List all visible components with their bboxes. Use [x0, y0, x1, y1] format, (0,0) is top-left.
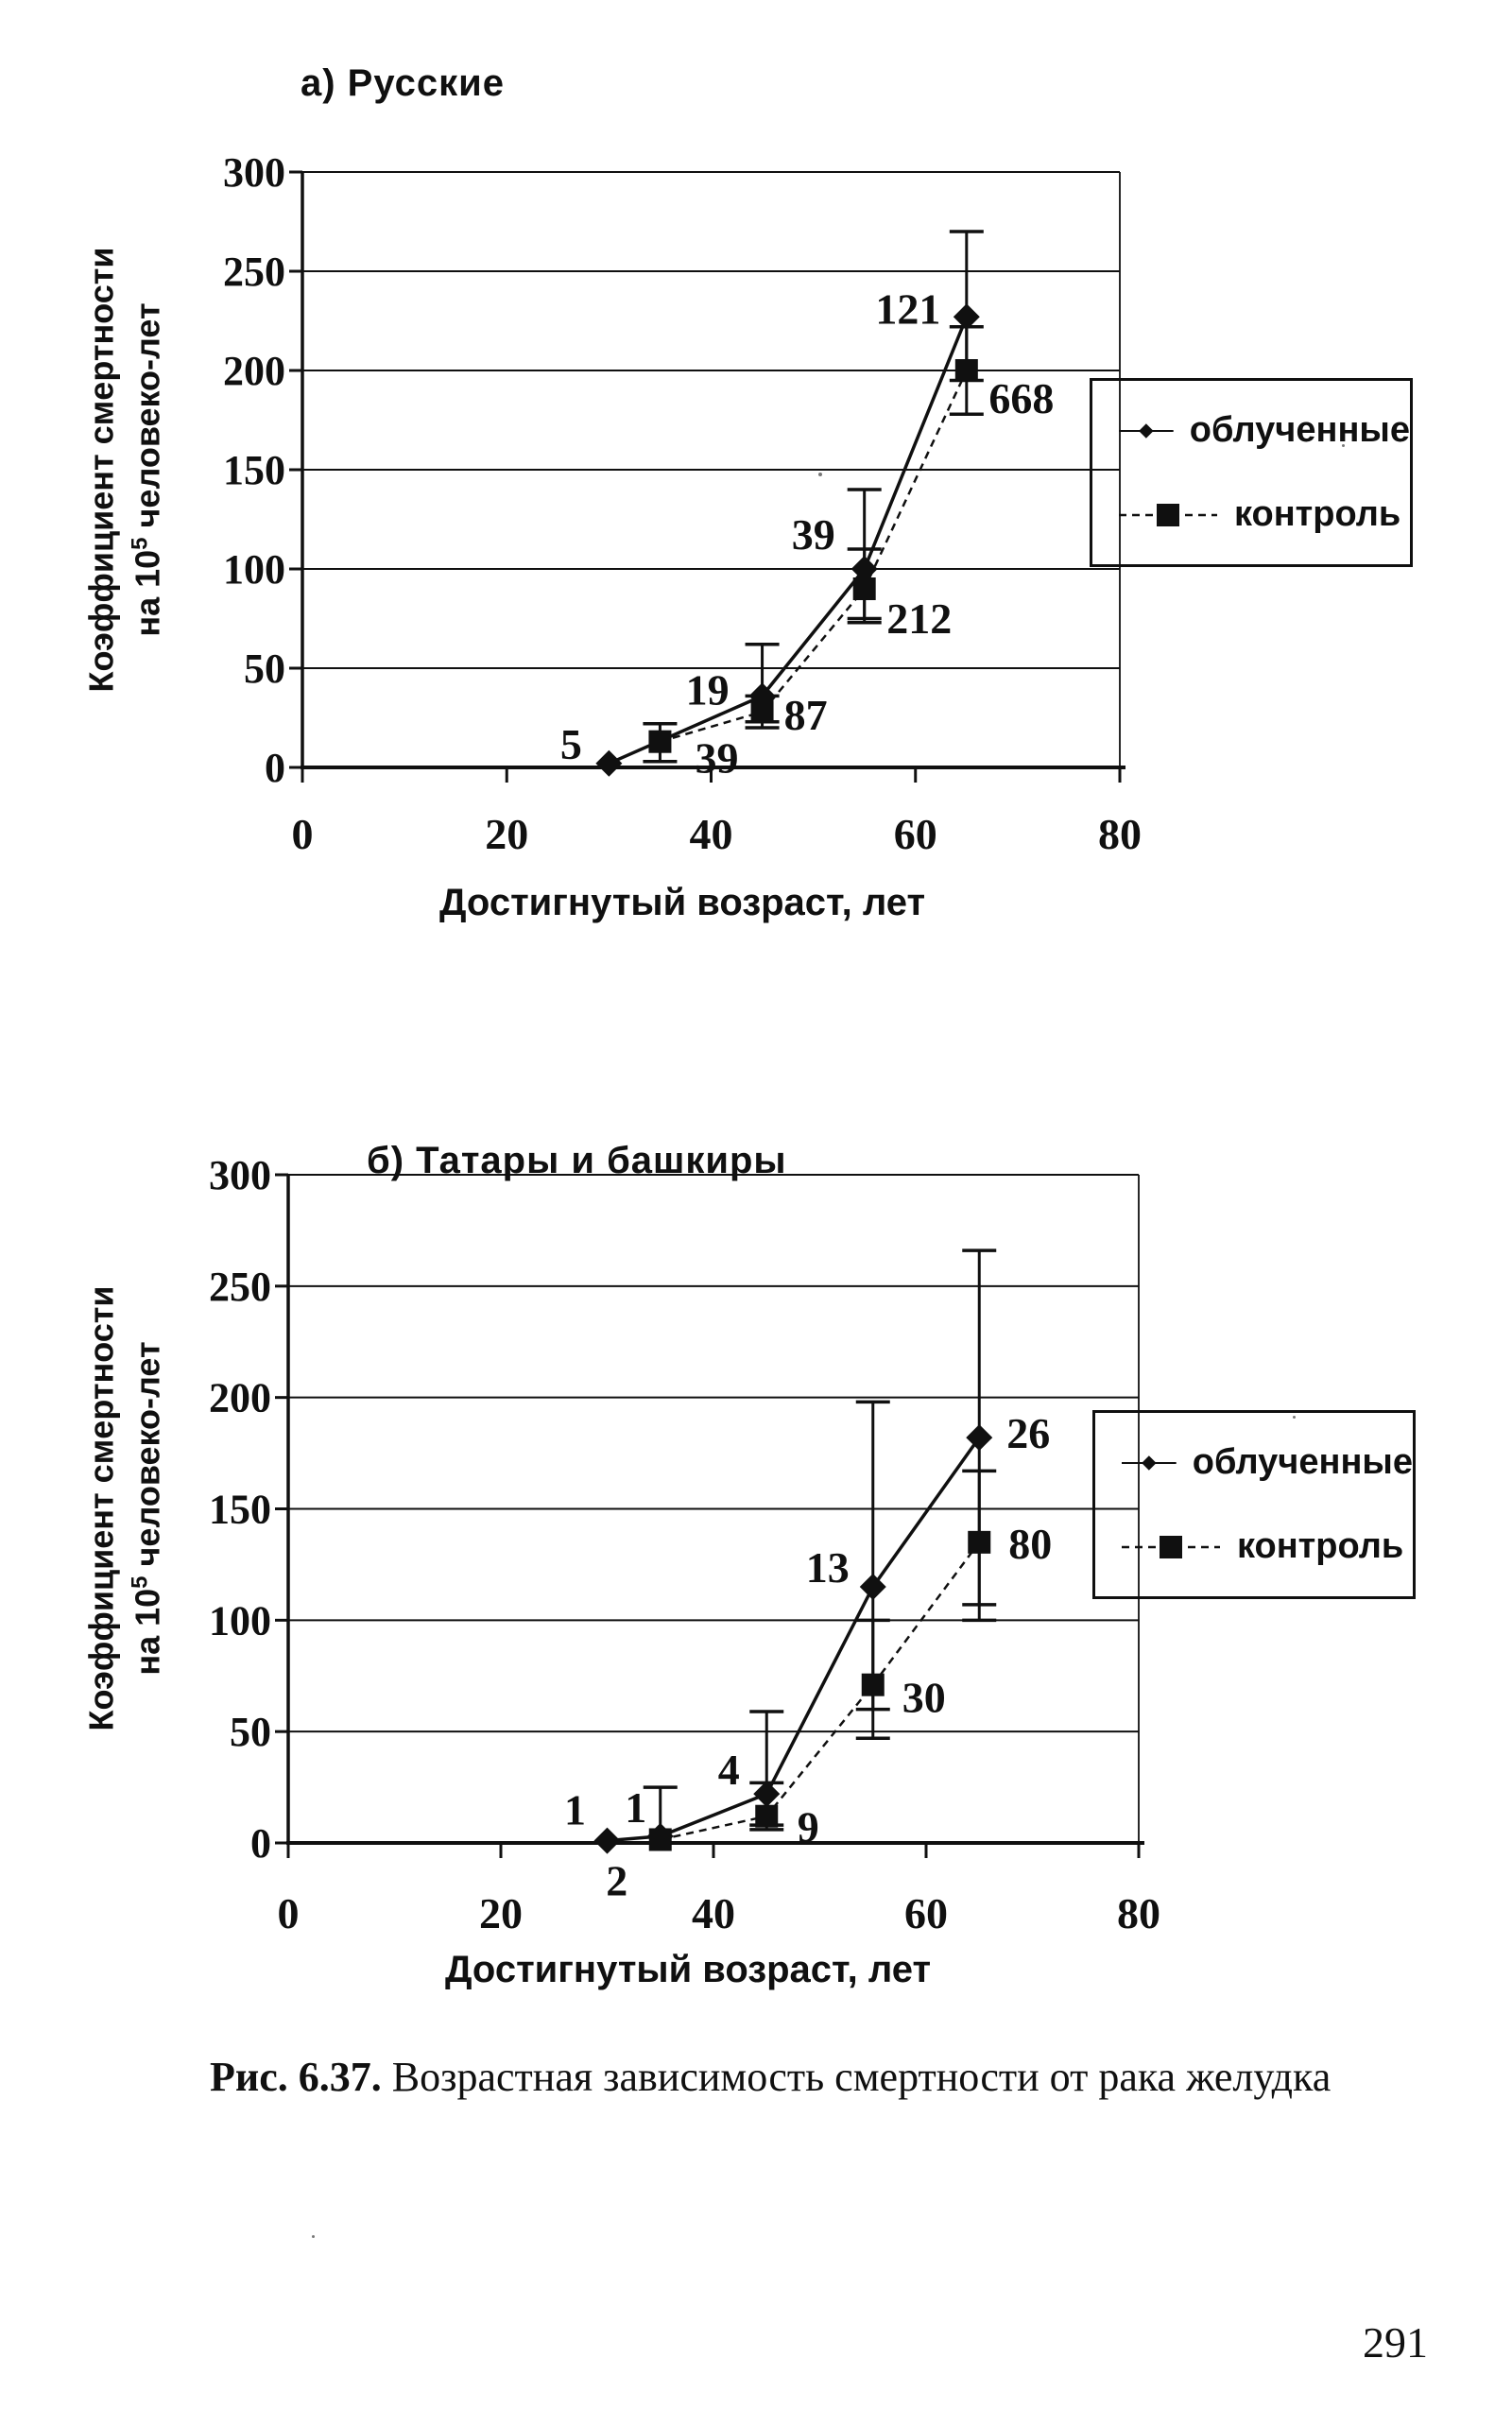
figure-caption-number: Рис. 6.37. — [210, 2054, 382, 2100]
chart-a-legend: облученные контроль — [1090, 378, 1413, 567]
point-label: 26 — [1006, 1409, 1050, 1457]
legend-item-control: контроль — [1119, 494, 1410, 535]
x-tick-label: 60 — [904, 1889, 948, 1937]
page-number: 291 — [1363, 2318, 1428, 2367]
scan-speckle — [312, 2235, 315, 2238]
data-point-square — [861, 1673, 885, 1696]
data-point-square — [750, 700, 774, 724]
irradiated-series-icon — [1122, 1455, 1177, 1471]
data-point-square — [648, 730, 672, 753]
data-point-diamond — [953, 303, 980, 331]
control-series-icon — [1119, 503, 1217, 526]
y-tick-label: 0 — [250, 1820, 271, 1867]
x-tick-label: 40 — [692, 1889, 735, 1937]
point-label: 4 — [718, 1746, 740, 1794]
figure-caption: Рис. 6.37. Возрастная зависимость смертн… — [210, 2053, 1331, 2101]
x-tick-label: 60 — [894, 810, 937, 858]
series-line-control — [660, 370, 968, 743]
data-point-diamond — [966, 1424, 993, 1452]
legend-label-control: контроль — [1237, 1526, 1404, 1566]
data-point-diamond — [593, 1827, 621, 1854]
legend-item-irradiated: облученные — [1119, 410, 1410, 451]
point-label: 80 — [1008, 1520, 1052, 1568]
data-point-diamond — [859, 1573, 886, 1600]
x-tick-label: 20 — [479, 1889, 523, 1937]
point-label: 39 — [792, 510, 835, 559]
x-tick-label: 40 — [690, 810, 733, 858]
x-tick-label: 0 — [292, 810, 314, 858]
point-label: 87 — [784, 691, 828, 739]
point-label: 121 — [875, 284, 940, 333]
x-tick-label: 20 — [485, 810, 528, 858]
chart-b-x-axis-title: Достигнутый возраст, лет — [444, 1949, 932, 1990]
chart-a-title: а) Русские — [301, 62, 505, 104]
y-tick-label: 300 — [223, 149, 285, 196]
y-tick-label: 50 — [230, 1709, 271, 1755]
data-point-square — [968, 1530, 991, 1554]
point-label: 1 — [564, 1786, 586, 1834]
y-tick-label: 150 — [223, 447, 285, 493]
y-tick-label: 0 — [265, 745, 285, 791]
irradiated-series-icon — [1119, 422, 1174, 439]
series-line-control — [660, 1541, 981, 1841]
point-label: 212 — [886, 594, 952, 643]
data-point-square — [755, 1804, 779, 1828]
y-tick-label: 300 — [209, 1152, 271, 1198]
point-label: 1 — [625, 1783, 646, 1832]
scan-speckle — [818, 473, 822, 476]
data-point-square — [648, 1828, 672, 1851]
legend-item-irradiated: облученные — [1122, 1442, 1413, 1483]
point-label: 19 — [686, 665, 730, 714]
point-label: 30 — [902, 1674, 946, 1722]
point-label: 5 — [560, 720, 582, 768]
data-point-diamond — [850, 556, 878, 582]
figure-caption-text: Возрастная зависимость смертности от рак… — [381, 2054, 1332, 2100]
data-point-diamond — [595, 749, 623, 777]
x-tick-label: 0 — [278, 1889, 300, 1937]
data-point-diamond — [753, 1781, 781, 1808]
y-tick-label: 100 — [209, 1597, 271, 1644]
y-tick-label: 200 — [223, 348, 285, 394]
y-tick-label: 50 — [244, 646, 285, 692]
legend-label-control: контроль — [1234, 494, 1401, 534]
point-label: 2 — [606, 1856, 627, 1904]
y-tick-label: 250 — [209, 1264, 271, 1310]
scan-speckle — [1342, 444, 1345, 447]
scan-speckle — [1293, 1416, 1296, 1419]
data-point-square — [852, 577, 876, 600]
point-label: 9 — [798, 1803, 819, 1851]
point-label: 39 — [695, 734, 738, 783]
legend-label-irradiated: облученные — [1189, 410, 1410, 450]
y-tick-label: 200 — [209, 1375, 271, 1421]
series-line-irradiated — [607, 1437, 981, 1843]
y-tick-label: 250 — [223, 249, 285, 295]
data-point-square — [954, 359, 978, 382]
x-tick-label: 80 — [1098, 810, 1142, 858]
point-label: 13 — [806, 1543, 850, 1592]
point-label: 668 — [988, 374, 1054, 422]
x-tick-label: 80 — [1117, 1889, 1160, 1937]
chart-a-x-axis-title: Достигнутый возраст, лет — [438, 882, 926, 923]
legend-label-irradiated: облученные — [1192, 1442, 1413, 1482]
y-tick-label: 100 — [223, 546, 285, 593]
y-tick-label: 150 — [209, 1487, 271, 1533]
series-line-irradiated — [608, 316, 969, 766]
